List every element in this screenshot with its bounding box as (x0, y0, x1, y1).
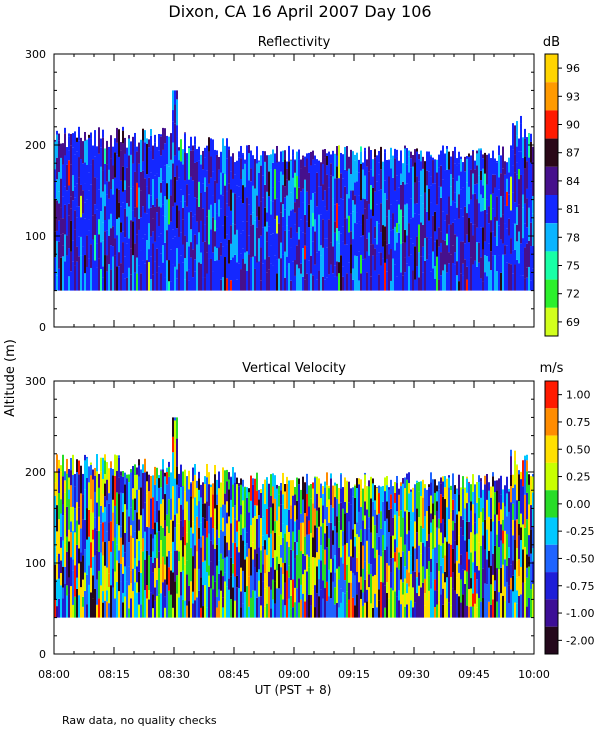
y-axis-label: Altitude (m) (3, 339, 18, 417)
colorbar: 96 93 90 87 84 81 78 75 72 69 dB (543, 35, 580, 337)
colorbar-swatch (545, 435, 558, 463)
colorbar-label: 90 (566, 119, 580, 132)
colorbar: 1.00 0.75 0.50 0.25 0.00 -0.25 -0.50 -0.75 -1.00… (540, 361, 594, 655)
colorbar-swatch (545, 54, 558, 83)
colorbar-swatch (545, 166, 558, 195)
colorbar-swatch (545, 195, 558, 224)
figure-title: Dixon, CA 16 April 2007 Day 106 (168, 2, 431, 21)
colorbar-swatch (545, 251, 558, 280)
y-tick-label: 0 (39, 648, 46, 661)
colorbar-swatch (545, 626, 558, 654)
y-tick-label: 200 (25, 139, 46, 152)
x-axis-label: UT (PST + 8) (255, 683, 332, 697)
colorbar-label: -0.50 (566, 552, 594, 565)
colorbar-label: -0.75 (566, 580, 594, 593)
colorbar-swatch (545, 223, 558, 252)
quality-note: Raw data, no quality checks (62, 714, 217, 727)
x-tick-label: 08:30 (158, 668, 190, 681)
heatmap-body (54, 90, 534, 291)
colorbar-label: -2.00 (566, 634, 594, 647)
y-tick-label: 100 (25, 557, 46, 570)
colorbar-swatch (545, 110, 558, 139)
colorbar-label: 0.25 (566, 471, 591, 484)
y-tick-label: 300 (25, 375, 46, 388)
x-tick-label: 08:45 (218, 668, 250, 681)
colorbar-label: 87 (566, 147, 580, 160)
colorbar-label: 1.00 (566, 389, 591, 402)
colorbar-label: 84 (566, 175, 580, 188)
x-tick-label: 09:15 (338, 668, 370, 681)
y-tick-label: 200 (25, 466, 46, 479)
y-tick-label: 100 (25, 230, 46, 243)
colorbar-swatch (545, 381, 558, 409)
y-tick-label: 300 (25, 48, 46, 61)
colorbar-swatch (545, 82, 558, 111)
colorbar-label: 93 (566, 90, 580, 103)
x-tick-label: 09:45 (458, 668, 490, 681)
colorbar-label: 69 (566, 316, 580, 329)
x-tick-label: 08:00 (38, 668, 70, 681)
colorbar-swatch (545, 544, 558, 573)
colorbar-swatch (545, 599, 558, 627)
panel-title: Reflectivity (258, 35, 331, 50)
colorbar-swatch (545, 517, 558, 545)
colorbar-unit: dB (543, 35, 560, 50)
heatmap-body (54, 417, 534, 618)
y-tick-label: 0 (39, 321, 46, 334)
panel-title: Vertical Velocity (242, 361, 346, 376)
colorbar-swatch (545, 408, 558, 436)
colorbar-label: 96 (566, 62, 580, 75)
colorbar-swatch (545, 462, 558, 491)
colorbar-label: 75 (566, 260, 580, 273)
colorbar-swatch (545, 572, 558, 600)
vertical-velocity-panel: Vertical Velocity 0 100 200 300 08:00 08:15 08:… (25, 361, 594, 681)
colorbar-label: -0.25 (566, 525, 594, 538)
colorbar-label: 0.00 (566, 498, 591, 511)
colorbar-label: 0.75 (566, 416, 591, 429)
x-tick-label: 10:00 (518, 668, 550, 681)
reflectivity-panel: Reflectivity 0 100 200 300 96 93 90 87 84 81 78 75 72… (25, 35, 580, 337)
colorbar-label: 0.50 (566, 443, 591, 456)
x-tick-label: 09:00 (278, 668, 310, 681)
colorbar-label: -1.00 (566, 607, 594, 620)
colorbar-swatch (545, 307, 558, 336)
colorbar-swatch (545, 279, 558, 308)
colorbar-label: 81 (566, 203, 580, 216)
colorbar-unit: m/s (540, 361, 564, 376)
colorbar-swatch (545, 490, 558, 518)
x-tick-label: 09:30 (398, 668, 430, 681)
colorbar-swatch (545, 138, 558, 167)
x-tick-label: 08:15 (98, 668, 130, 681)
colorbar-label: 78 (566, 231, 580, 244)
colorbar-label: 72 (566, 288, 580, 301)
